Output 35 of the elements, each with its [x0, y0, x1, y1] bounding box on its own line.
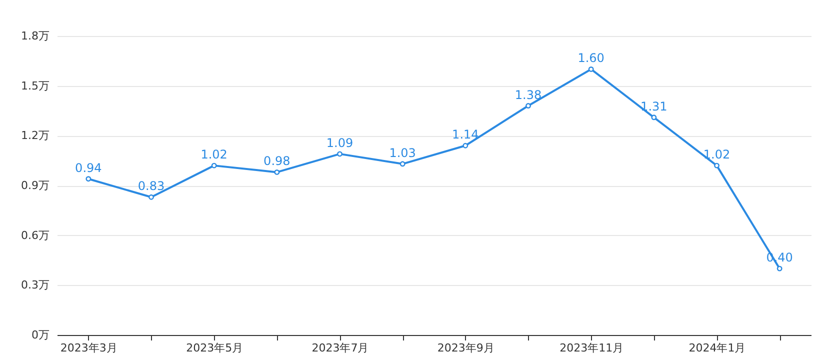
point — [462, 142, 468, 148]
data-label: 0.94 — [75, 160, 102, 175]
data-label: 1.03 — [389, 146, 416, 160]
point — [211, 162, 217, 168]
data-label: 1.60 — [578, 51, 604, 66]
y-tick-label: 0.6万 — [21, 228, 50, 242]
point — [651, 114, 657, 120]
x-tick-label: 2023年11月 — [560, 342, 624, 354]
point — [148, 194, 154, 200]
point — [274, 169, 280, 175]
data-label: 1.02 — [200, 148, 228, 162]
point — [86, 176, 92, 182]
data-label: 1.02 — [703, 148, 730, 162]
point — [400, 161, 406, 167]
data-label: 0.83 — [138, 179, 165, 194]
y-tick-label: 1.8万 — [21, 30, 50, 42]
data-label: 1.38 — [514, 88, 542, 102]
data-label: 1.14 — [452, 128, 479, 142]
x-tick-label: 2024年1月 — [688, 342, 746, 354]
y-tick-label: 1.2万 — [21, 129, 50, 142]
y-tick-label: 0.9万 — [21, 179, 50, 192]
point — [588, 66, 594, 72]
y-tick-label: 1.5万 — [21, 79, 50, 92]
x-tick-label: 2023年3月 — [60, 342, 118, 354]
point — [526, 103, 531, 108]
x-tick-label: 2023年5月 — [186, 342, 244, 354]
x-tick-label: 2023年9月 — [437, 342, 494, 354]
x-tick-label: 2023年7月 — [312, 342, 369, 354]
point — [776, 266, 782, 272]
data-label: 1.09 — [326, 136, 354, 150]
point — [714, 162, 720, 168]
data-label: 0.98 — [264, 154, 290, 168]
y-tick-label: 0.3万 — [21, 278, 50, 292]
point — [337, 151, 342, 157]
y-tick-label: 0万 — [32, 328, 50, 342]
